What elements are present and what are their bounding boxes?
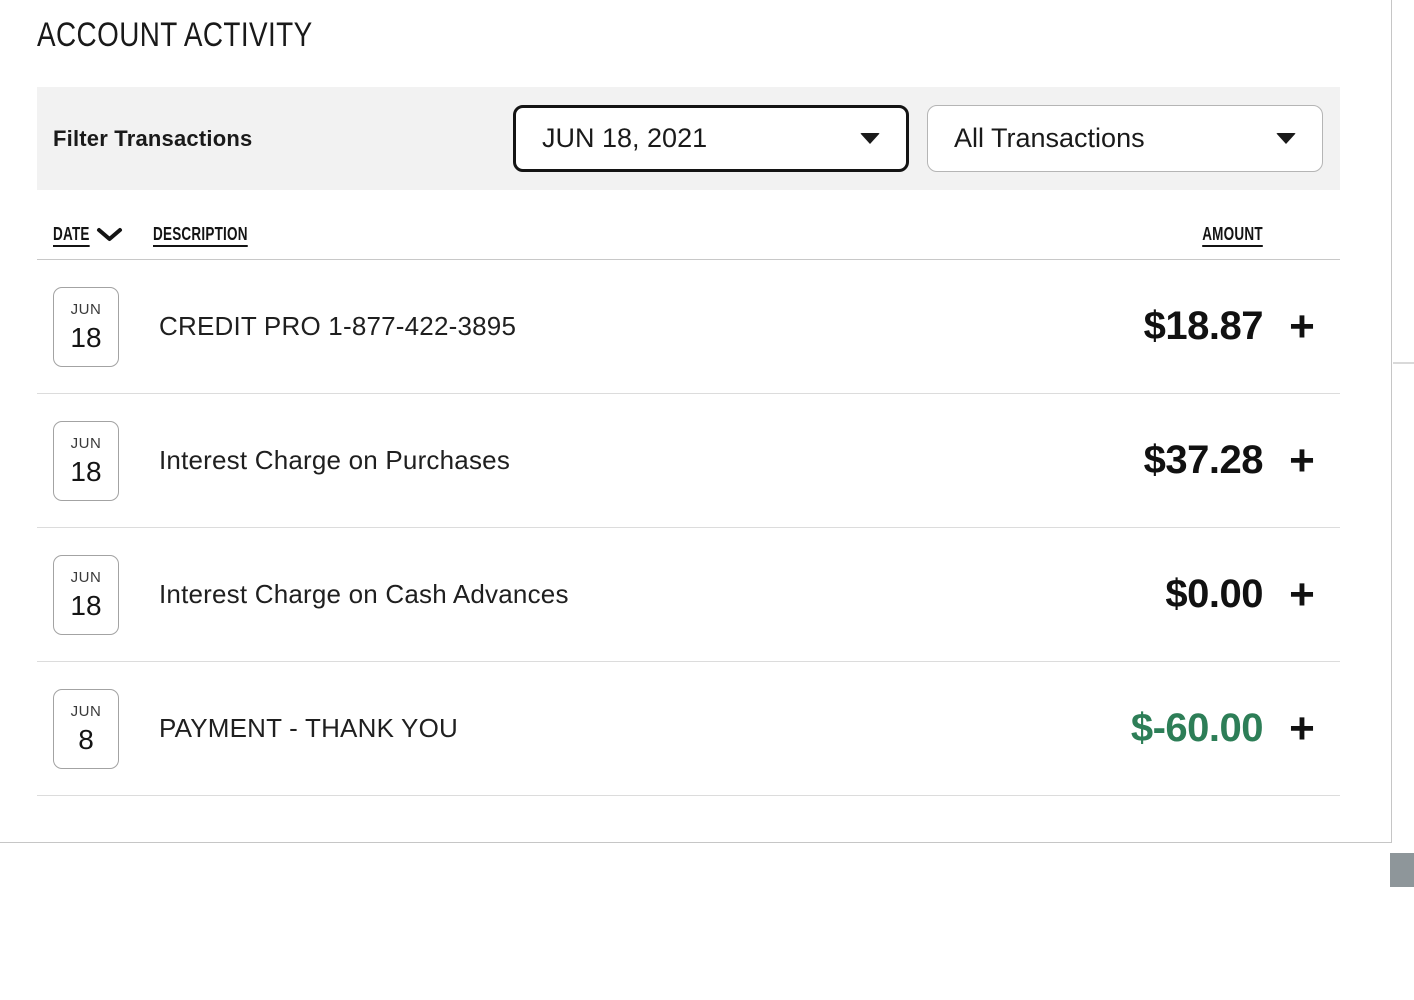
transaction-description: Interest Charge on Purchases xyxy=(159,445,511,475)
filter-bar: Filter Transactions JUN 18, 2021 All Tra… xyxy=(37,87,1340,190)
date-filter-select[interactable]: JUN 18, 2021 xyxy=(513,105,909,172)
date-badge-month: JUN xyxy=(70,702,102,720)
caret-down-icon xyxy=(860,133,880,144)
column-header-description[interactable]: DESCRIPTION xyxy=(152,224,248,244)
date-badge-day: 18 xyxy=(70,455,102,487)
transaction-row: JUN 8 PAYMENT - THANK YOU $-60.00 + xyxy=(37,662,1340,796)
date-badge: JUN 18 xyxy=(53,420,119,501)
transaction-row: JUN 18 Interest Charge on Cash Advances … xyxy=(37,528,1340,662)
column-header-date[interactable]: DATE xyxy=(53,224,90,244)
transaction-row: JUN 18 Interest Charge on Purchases $37.… xyxy=(37,394,1340,528)
chevron-down-icon[interactable] xyxy=(96,227,123,243)
date-badge-day: 8 xyxy=(78,723,94,755)
transaction-amount: $37.28 xyxy=(1143,438,1264,482)
right-edge-divider xyxy=(1393,362,1414,364)
date-badge-month: JUN xyxy=(70,434,102,452)
page-title: ACCOUNT ACTIVITY xyxy=(37,16,313,54)
transaction-description: CREDIT PRO 1-877-422-3895 xyxy=(159,311,517,341)
expand-row-button[interactable]: + xyxy=(1287,304,1317,348)
transaction-amount: $-60.00 xyxy=(1130,706,1264,750)
column-header-amount[interactable]: AMOUNT xyxy=(1202,224,1263,244)
caret-down-icon xyxy=(1276,133,1296,144)
expand-row-button[interactable]: + xyxy=(1287,572,1317,616)
date-filter-value: JUN 18, 2021 xyxy=(542,123,708,153)
date-badge-day: 18 xyxy=(70,589,102,621)
transaction-type-value: All Transactions xyxy=(954,123,1145,153)
transaction-description: Interest Charge on Cash Advances xyxy=(159,579,569,609)
date-badge: JUN 18 xyxy=(53,286,119,367)
transaction-type-select[interactable]: All Transactions xyxy=(927,105,1323,172)
date-badge: JUN 18 xyxy=(53,554,119,635)
expand-row-button[interactable]: + xyxy=(1287,706,1317,750)
date-badge-day: 18 xyxy=(70,321,102,353)
scrollbar-thumb[interactable] xyxy=(1390,853,1414,887)
transaction-description: PAYMENT - THANK YOU xyxy=(159,713,459,743)
transaction-amount: $18.87 xyxy=(1143,304,1264,348)
date-badge-month: JUN xyxy=(70,568,102,586)
date-badge: JUN 8 xyxy=(53,688,119,769)
transaction-amount: $0.00 xyxy=(1165,572,1263,616)
date-badge-month: JUN xyxy=(70,300,102,318)
account-activity-section: ACCOUNT ACTIVITY Filter Transactions JUN… xyxy=(0,0,1392,843)
transaction-row: JUN 18 CREDIT PRO 1-877-422-3895 $18.87 … xyxy=(37,260,1340,394)
expand-row-button[interactable]: + xyxy=(1287,438,1317,482)
table-header-row: DATE DESCRIPTION AMOUNT xyxy=(37,190,1340,260)
filter-label: Filter Transactions xyxy=(53,125,253,151)
